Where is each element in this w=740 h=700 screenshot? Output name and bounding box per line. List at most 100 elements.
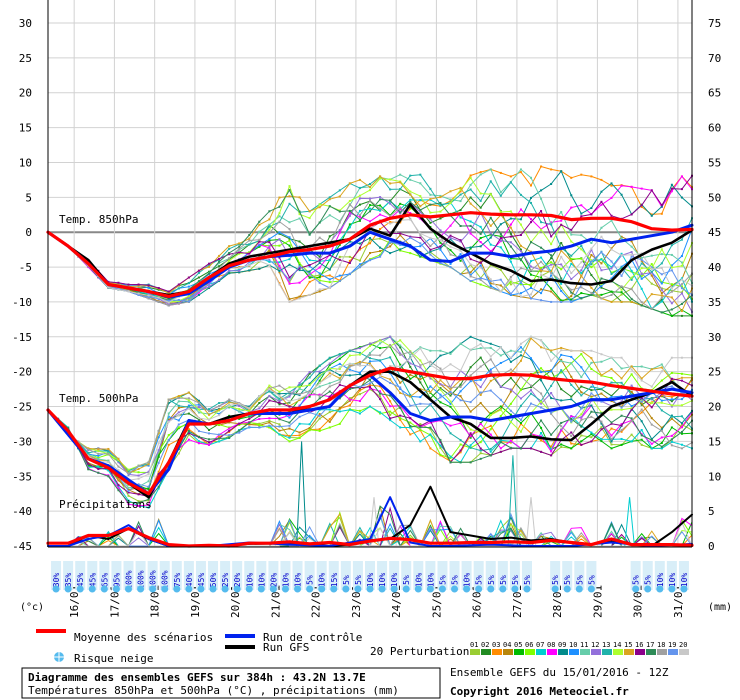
ensemble-member-point	[439, 444, 442, 447]
ensemble-member-point	[369, 183, 371, 186]
ensemble-member-point	[519, 279, 522, 282]
member-key-swatch	[624, 649, 634, 655]
ensemble-member-point	[318, 261, 321, 264]
ensemble-member-point	[650, 189, 653, 192]
ensemble-member-point	[560, 263, 563, 266]
ensemble-member-point	[298, 264, 301, 267]
ensemble-member-point	[519, 193, 522, 196]
ensemble-member-point	[499, 385, 502, 388]
snow-flake-dot	[100, 585, 108, 593]
ensemble-member-point	[419, 232, 422, 235]
ensemble-member-point	[530, 335, 532, 338]
xtick-label: 28/01	[551, 585, 564, 618]
ensemble-member-point	[630, 405, 633, 408]
precip-spike	[368, 497, 380, 547]
ensemble-member-point	[580, 353, 583, 356]
snow-risk-value: 45%	[76, 573, 85, 588]
ensemble-member-point	[419, 402, 422, 405]
ensemble-member-point	[499, 346, 502, 349]
ensemble-member-point	[288, 279, 291, 282]
ensemble-member-point	[660, 399, 663, 402]
snow-flake-dot	[463, 585, 471, 593]
ensemble-member-point	[519, 218, 522, 221]
ensemble-member-point	[278, 271, 281, 274]
ensemble-member-point	[489, 284, 492, 287]
ensemble-member-point	[298, 281, 301, 284]
snow-flake-dot	[318, 585, 326, 593]
ensemble-member-point	[570, 417, 573, 420]
ensemble-member-point	[590, 433, 593, 436]
snow-flake-dot	[197, 585, 205, 593]
ensemble-member-point	[358, 266, 361, 269]
snow-risk-value: 10%	[414, 573, 423, 588]
ensemble-member-point	[127, 491, 130, 494]
snow-flake-dot	[511, 585, 519, 593]
ensemble-member-point	[177, 406, 180, 409]
ensemble-member-point	[379, 347, 382, 350]
ensemble-member-point	[379, 250, 382, 253]
ensemble-member-point	[399, 346, 402, 349]
ensemble-member-point	[338, 210, 341, 213]
ensemble-member-point	[580, 385, 583, 388]
ensemble-member-point	[570, 206, 573, 209]
ensemble-member-point	[147, 296, 150, 299]
ensemble-member-point	[177, 419, 180, 422]
ensemble-member-point	[348, 199, 351, 202]
ensemble-member-point	[469, 263, 472, 266]
ensemble-member-point	[439, 354, 442, 357]
ensemble-member-point	[459, 200, 462, 203]
snow-risk-value: 10%	[656, 573, 665, 588]
ensemble-member-point	[399, 181, 402, 184]
ensemble-member-point	[348, 397, 351, 400]
ensemble-member-point	[660, 401, 663, 404]
ensemble-member-point	[650, 442, 653, 445]
ensemble-member-point	[127, 494, 130, 497]
ensemble-member-point	[630, 433, 633, 436]
ensemble-member-point	[620, 367, 623, 370]
snow-flake-icon	[390, 585, 398, 593]
ensemble-member-point	[600, 286, 603, 289]
ensemble-member-point	[610, 395, 613, 398]
snow-risk-cell	[425, 561, 436, 590]
ensemble-member-point	[499, 447, 502, 450]
ensemble-member-point	[570, 278, 573, 281]
ensemble-member-point	[369, 199, 371, 202]
ensemble-member-point	[680, 287, 683, 290]
ensemble-member-point	[338, 189, 341, 192]
ensemble-member-point	[278, 220, 281, 223]
ensemble-member-point	[369, 360, 371, 363]
ensemble-member-point	[369, 204, 371, 207]
snow-flake-dot	[233, 585, 241, 593]
ensemble-member-point	[379, 392, 382, 395]
ensemble-member-point	[348, 388, 351, 391]
ensemble-member-point	[228, 404, 231, 407]
ensemble-member-point	[540, 228, 543, 231]
ensemble-member-point	[610, 376, 613, 379]
ensemble-member-point	[660, 294, 663, 297]
ensemble-member-point	[338, 381, 341, 384]
ensemble-member-point	[238, 252, 241, 255]
ensemble-member-point	[147, 286, 150, 289]
snow-flake-dot	[402, 585, 410, 593]
ensemble-member-point	[570, 362, 573, 365]
ensemble-member-point	[328, 390, 331, 393]
snow-risk-value: 5%	[523, 575, 532, 585]
ensemble-member-point	[459, 249, 462, 252]
ensemble-member-point	[369, 220, 371, 223]
ensemble-member-point	[208, 428, 210, 431]
member-key-label: 01	[470, 641, 478, 649]
ensemble-member-point	[620, 356, 623, 359]
ensemble-member-point	[560, 219, 563, 222]
ensemble-member-point	[670, 377, 673, 380]
ensemble-member-point	[238, 247, 241, 250]
ensemble-member-point	[540, 450, 543, 453]
ensemble-member-point	[610, 394, 613, 397]
ensemble-member-point	[197, 408, 200, 411]
ensemble-member-point	[389, 364, 392, 367]
snow-risk-value: 5%	[475, 575, 484, 585]
ensemble-member-point	[268, 399, 271, 402]
ensemble-member-point	[590, 410, 593, 413]
snow-risk-cell	[87, 561, 98, 590]
snow-flake-icon	[632, 585, 640, 593]
ensemble-member-point	[288, 185, 291, 188]
